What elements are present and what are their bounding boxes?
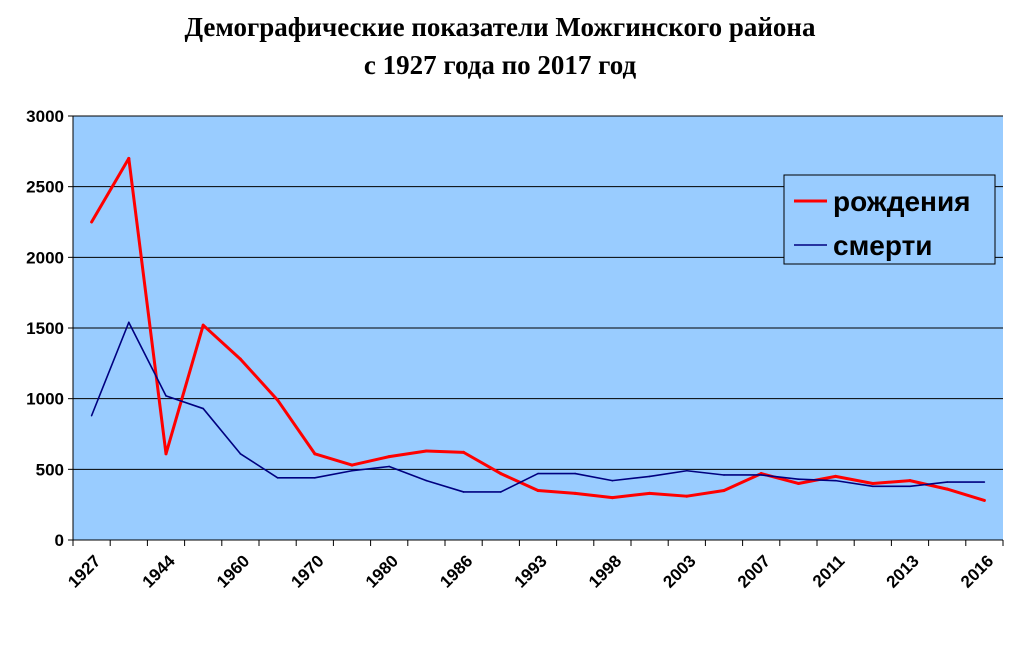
- x-tick-label: 1980: [362, 551, 402, 591]
- series-segment: [276, 398, 317, 456]
- series-segment: [834, 474, 875, 485]
- legend-box: [783, 174, 996, 265]
- series-segment: [164, 323, 205, 456]
- x-tick-label: 2003: [659, 551, 699, 591]
- x-tick-label: 2013: [883, 551, 923, 591]
- series-segment: [722, 472, 763, 493]
- series-segment: [127, 156, 168, 456]
- series-segment: [574, 472, 614, 482]
- chart-title-line2: с 1927 года по 2017 год: [363, 50, 637, 80]
- x-tick-label: 1986: [436, 551, 476, 591]
- y-tick-label: 500: [36, 460, 64, 479]
- series-segment: [909, 481, 949, 488]
- x-tick-label: 1998: [585, 551, 625, 591]
- series-segment: [462, 450, 503, 476]
- series-segment: [90, 321, 130, 417]
- series-segment: [425, 479, 465, 493]
- series-segment: [201, 323, 242, 361]
- y-tick-label: 1000: [26, 390, 64, 409]
- series-deaths: [90, 321, 986, 493]
- legend-label: смерти: [833, 230, 933, 261]
- x-axis: 1927 1944 1960 1970 1980 1986 1993 1998 2003 2007…: [64, 539, 1004, 592]
- series-segment: [388, 465, 428, 482]
- series-segment: [239, 452, 279, 479]
- series-segment: [313, 452, 354, 467]
- series-lines: [90, 156, 986, 502]
- series-segment: [611, 475, 651, 482]
- x-tick-label: 1993: [511, 551, 551, 591]
- series-segment: [648, 469, 688, 478]
- series-segment: [685, 489, 726, 498]
- legend-label: рождения: [833, 186, 971, 217]
- series-segment: [128, 321, 167, 397]
- series-segment: [945, 487, 986, 502]
- x-tick-label: 1944: [139, 551, 180, 592]
- y-tick-label: 2500: [26, 178, 64, 197]
- series-segment: [871, 479, 912, 485]
- series-segment: [202, 407, 242, 455]
- series-segment: [499, 472, 539, 493]
- series-segment: [351, 465, 391, 472]
- y-tick-label: 0: [55, 531, 64, 550]
- series-segment: [238, 357, 280, 402]
- series-segment: [648, 491, 689, 498]
- series-segment: [797, 478, 837, 482]
- series-segment: [387, 449, 428, 459]
- x-tick-label: 2011: [809, 551, 849, 591]
- x-tick-label: 1927: [64, 551, 104, 591]
- series-segment: [610, 491, 652, 500]
- x-tick-label: 2016: [957, 551, 997, 591]
- series-segment: [313, 469, 353, 479]
- y-tick-label: 2000: [26, 248, 64, 267]
- x-tick-label: 2007: [734, 551, 774, 591]
- legend: рождения смерти: [783, 174, 996, 265]
- series-segment: [536, 489, 577, 495]
- y-axis: 0 500 1000 1500 2000 2500 3000: [26, 107, 74, 550]
- series-segment: [573, 491, 614, 500]
- series-segment: [760, 474, 800, 481]
- y-tick-label: 3000: [26, 107, 64, 126]
- x-tick-label: 1970: [287, 551, 327, 591]
- series-segment: [350, 455, 391, 467]
- y-tick-label: 1500: [26, 319, 64, 338]
- chart-title-line1: Демографические показатели Можгинского р…: [184, 12, 816, 42]
- series-segment: [90, 156, 131, 224]
- series-segment: [165, 395, 204, 410]
- series-segment: [834, 479, 874, 488]
- x-tick-label: 1960: [213, 551, 253, 591]
- series-segment: [424, 449, 466, 454]
- chart-title: Демографические показатели Можгинского р…: [0, 8, 1000, 84]
- series-segment: [685, 469, 725, 476]
